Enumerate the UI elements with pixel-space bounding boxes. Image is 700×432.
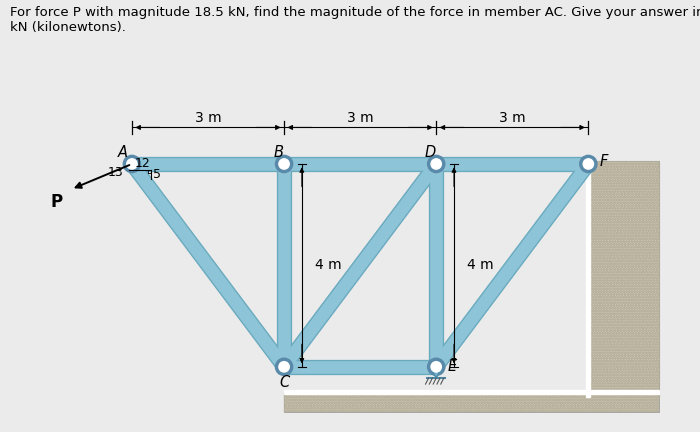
Text: 3 m: 3 m xyxy=(346,111,374,125)
Text: 4 m: 4 m xyxy=(467,258,494,273)
Circle shape xyxy=(127,159,137,169)
Bar xyxy=(587,162,590,397)
Text: For force P with magnitude 18.5 kN, find the magnitude of the force in member AC: For force P with magnitude 18.5 kN, find… xyxy=(10,6,700,35)
Bar xyxy=(589,162,659,397)
Bar xyxy=(284,390,659,394)
Bar xyxy=(589,162,659,397)
Text: A: A xyxy=(118,145,128,160)
Text: 3 m: 3 m xyxy=(195,111,221,125)
Circle shape xyxy=(428,156,444,173)
Circle shape xyxy=(431,362,442,372)
Circle shape xyxy=(279,159,289,169)
Text: C: C xyxy=(279,375,289,390)
Text: B: B xyxy=(274,145,284,160)
Text: D: D xyxy=(425,145,436,160)
Circle shape xyxy=(279,362,289,372)
Circle shape xyxy=(583,159,594,169)
Polygon shape xyxy=(430,367,442,378)
Circle shape xyxy=(276,156,293,173)
Circle shape xyxy=(431,159,442,169)
Text: 4 m: 4 m xyxy=(314,258,341,273)
Text: E: E xyxy=(447,359,456,374)
Circle shape xyxy=(428,358,444,375)
Circle shape xyxy=(580,156,597,173)
Bar xyxy=(284,392,659,413)
Bar xyxy=(284,392,659,413)
Circle shape xyxy=(276,358,293,375)
Text: 5: 5 xyxy=(153,168,161,181)
Text: P: P xyxy=(51,193,63,211)
Text: 13: 13 xyxy=(107,166,123,179)
Text: 3 m: 3 m xyxy=(499,111,526,125)
Circle shape xyxy=(123,156,141,173)
Text: F: F xyxy=(599,154,608,169)
Text: 12: 12 xyxy=(134,158,150,171)
